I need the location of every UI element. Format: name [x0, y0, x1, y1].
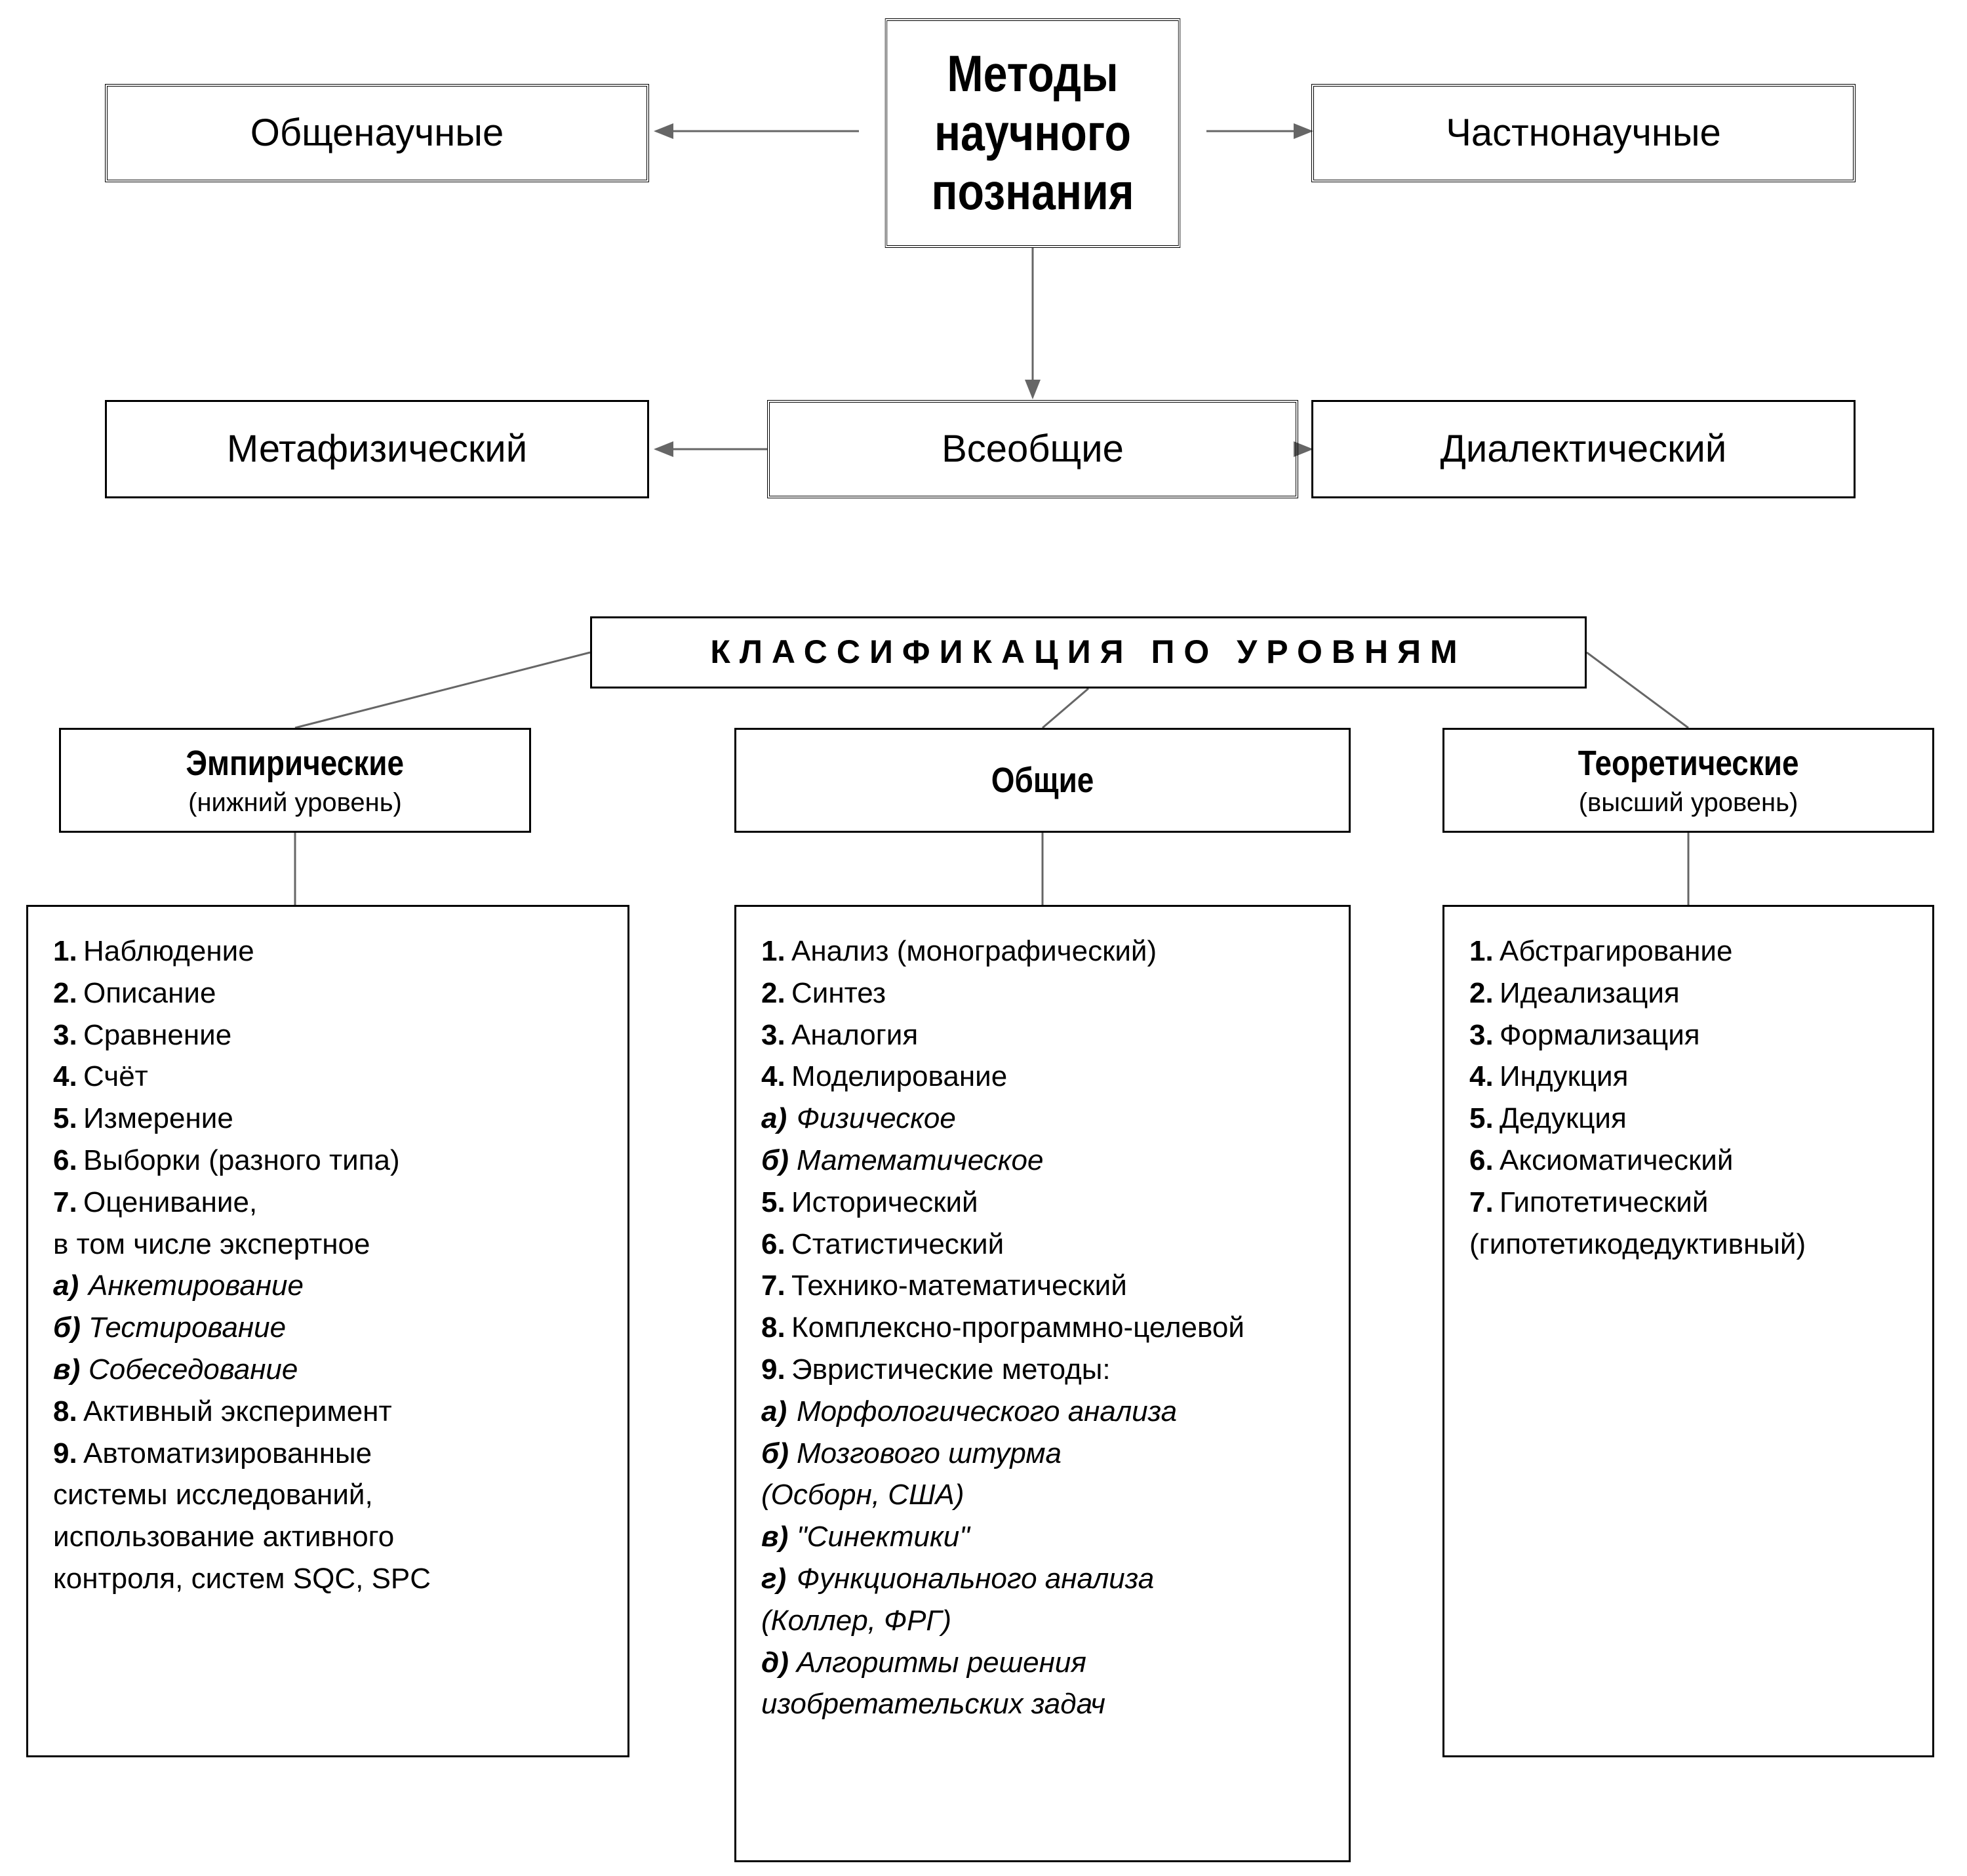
cat-title: Теоретические [1578, 743, 1799, 784]
list-item: б) Математическое [761, 1140, 1326, 1182]
node-title: Методы научного познания [885, 18, 1181, 248]
list-item: 9. Эвристические методы: [761, 1349, 1326, 1391]
list-item: б) Тестирование [53, 1307, 605, 1349]
diagram-page: Методы научного познания Общенаучные Час… [0, 0, 1967, 1876]
list-item: 7. Оценивание, [53, 1182, 605, 1224]
list-item: 2. Описание [53, 972, 605, 1014]
section-header: КЛАССИФИКАЦИЯ ПО УРОВНЯМ [590, 616, 1587, 689]
label: Диалектический [1440, 428, 1727, 471]
list-item: в) "Синектики" [761, 1516, 1326, 1558]
node-special-scientific: Частнонаучные [1311, 84, 1856, 182]
list-item: 7. Гипотетический [1469, 1182, 1910, 1224]
list-item: б) Мозгового штурма [761, 1433, 1326, 1475]
list-theoretical: 1. Абстрагирование2. Идеализация3. Форма… [1442, 905, 1934, 1757]
cat-sub: (нижний уровень) [188, 788, 402, 818]
list-item: (Коллер, ФРГ) [761, 1600, 1326, 1642]
list-item: 8. Комплексно-программно-целевой [761, 1307, 1326, 1349]
list-item: изобретательских задач [761, 1683, 1326, 1725]
title-line3: познания [931, 163, 1134, 222]
list-item: системы исследований, [53, 1474, 605, 1516]
list-item: использование активного [53, 1516, 605, 1558]
list-item: 4. Моделирование [761, 1056, 1326, 1098]
list-item: 5. Измерение [53, 1098, 605, 1140]
list-item: (Осборн, США) [761, 1474, 1326, 1516]
category-general: Общие [734, 728, 1351, 833]
node-metaphysical: Метафизический [105, 400, 649, 498]
cat-sub: (высший уровень) [1579, 788, 1798, 818]
list-item: а) Анкетирование [53, 1265, 605, 1307]
label: Частнонаучные [1446, 111, 1721, 155]
list-item: 1. Абстрагирование [1469, 930, 1910, 972]
list-item: (гипотетикодедуктивный) [1469, 1224, 1910, 1266]
list-item: 5. Исторический [761, 1182, 1326, 1224]
label: Метафизический [227, 428, 527, 471]
list-item: 4. Индукция [1469, 1056, 1910, 1098]
category-theoretical: Теоретические (высший уровень) [1442, 728, 1934, 833]
node-universal: Всеобщие [767, 400, 1298, 498]
list-item: 5. Дедукция [1469, 1098, 1910, 1140]
list-general: 1. Анализ (монографический)2. Синтез3. А… [734, 905, 1351, 1862]
list-item: 9. Автоматизированные [53, 1433, 605, 1475]
list-item: контроля, систем SQC, SPC [53, 1558, 605, 1600]
list-item: в) Собеседование [53, 1349, 605, 1391]
title-line2: научного [931, 104, 1134, 163]
list-item: 7. Технико-математический [761, 1265, 1326, 1307]
label: Всеобщие [942, 428, 1124, 471]
list-item: 1. Анализ (монографический) [761, 930, 1326, 972]
section-label: КЛАССИФИКАЦИЯ ПО УРОВНЯМ [710, 633, 1466, 671]
list-item: 2. Идеализация [1469, 972, 1910, 1014]
list-item: а) Физическое [761, 1098, 1326, 1140]
node-general-scientific: Общенаучные [105, 84, 649, 182]
list-item: в том числе экспертное [53, 1224, 605, 1266]
list-item: 3. Сравнение [53, 1014, 605, 1056]
list-item: 6. Статистический [761, 1224, 1326, 1266]
list-item: 3. Аналогия [761, 1014, 1326, 1056]
cat-title: Эмпирические [186, 743, 405, 784]
list-item: г) Функционального анализа [761, 1558, 1326, 1600]
list-item: 4. Счёт [53, 1056, 605, 1098]
list-item: 6. Выборки (разного типа) [53, 1140, 605, 1182]
node-dialectical: Диалектический [1311, 400, 1856, 498]
list-item: 8. Активный эксперимент [53, 1391, 605, 1433]
category-empirical: Эмпирические (нижний уровень) [59, 728, 531, 833]
list-item: 1. Наблюдение [53, 930, 605, 972]
list-item: 3. Формализация [1469, 1014, 1910, 1056]
list-item: а) Морфологического анализа [761, 1391, 1326, 1433]
list-empirical: 1. Наблюдение2. Описание3. Сравнение4. С… [26, 905, 629, 1757]
list-item: 6. Аксиоматический [1469, 1140, 1910, 1182]
cat-title: Общие [991, 760, 1094, 801]
label: Общенаучные [250, 111, 504, 155]
list-item: д) Алгоритмы решения [761, 1642, 1326, 1684]
list-item: 2. Синтез [761, 972, 1326, 1014]
title-line1: Методы [931, 45, 1134, 104]
